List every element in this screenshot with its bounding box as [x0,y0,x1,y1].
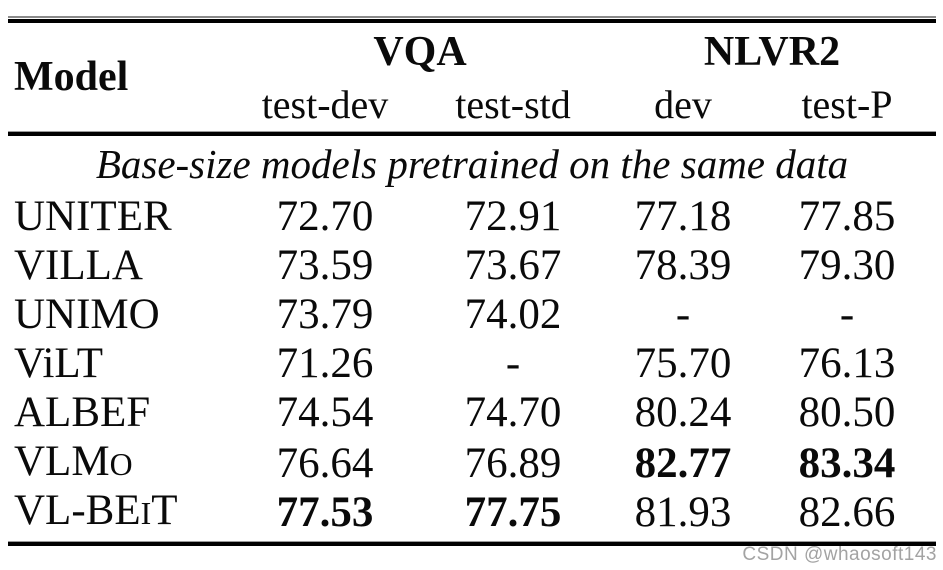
metric-value: 77.85 [798,193,896,240]
metric-value: 81.93 [634,488,732,536]
table-section-title: Base-size models pretrained on the same … [95,141,849,187]
metric-value: 80.50 [798,389,896,436]
metric-value: 75.70 [634,340,732,387]
metric-value: 79.30 [798,242,896,289]
model-name-smallcap-segment: I [140,496,152,531]
metric-value: 82.66 [798,488,896,536]
metric-value: - [505,340,521,387]
column-group-nlvr2: NLVR2 [703,29,841,75]
metric-value: 72.70 [276,193,374,240]
model-name: VILLA [8,241,232,290]
table-top-rule [8,16,936,23]
metric-value: 73.59 [276,242,374,289]
table-row: UNIMO 73.79 74.02 - - [8,290,936,339]
model-name-segment: UNIMO [14,291,160,338]
metric-value: 77.18 [634,193,732,240]
model-name: UNITER [8,192,232,241]
csdn-watermark: CSDN @whaosoft143 [742,544,937,565]
column-group-vqa: VQA [373,29,467,75]
metric-value: 83.34 [798,439,896,487]
column-header-vqa-test-std: test-std [455,82,571,127]
column-header-nlvr2-dev: dev [654,82,712,127]
metric-value: - [675,291,691,338]
model-name-smallcap-segment: O [109,447,133,482]
table-mid-rule [8,131,936,136]
model-name: ALBEF [8,388,232,437]
metric-value: 76.64 [276,439,374,487]
model-name: UNIMO [8,290,232,339]
table-body: UNITER 72.70 72.91 77.18 77.85 VILLA 73.59 73.6… [8,192,936,538]
model-name-segment: ALBEF [14,389,151,436]
column-header-vqa-test-dev: test-dev [261,82,389,127]
table-row: VILLA 73.59 73.67 78.39 79.30 [8,241,936,290]
metric-value: 78.39 [634,242,732,289]
model-name-segment: UNITER [14,193,172,240]
model-name-segment: VLM [14,438,110,485]
metric-value: 77.53 [276,488,374,536]
metric-value: 71.26 [276,340,374,387]
metric-value: 74.70 [464,389,562,436]
benchmark-results-table: Model VQA NLVR2 test-dev test-std dev te… [8,16,936,546]
table-bottom-rule [8,541,936,546]
model-name: ViLT [8,339,232,388]
metric-value: - [839,291,855,338]
column-header-nlvr2-test-p: test-P [801,82,893,127]
metric-value: 74.54 [276,389,374,436]
model-name-segment: VL-BE [14,487,141,534]
model-name: VLMO [8,437,232,489]
metric-value: 76.13 [798,340,896,387]
metric-value: 77.75 [464,488,562,536]
metric-value: 73.67 [464,242,562,289]
table-header: Model VQA NLVR2 test-dev test-std dev te… [8,23,936,131]
model-name-segment: VILLA [14,242,143,289]
metric-value: 80.24 [634,389,732,436]
metric-value: 82.77 [634,439,732,487]
table-row: ALBEF 74.54 74.70 80.24 80.50 [8,388,936,437]
metric-value: 74.02 [464,291,562,338]
table-row: VLMO 76.64 76.89 82.77 83.34 [8,437,936,489]
model-name: VL-BEIT [8,486,232,538]
metric-value: 72.91 [464,193,562,240]
model-name-segment: ViLT [14,340,104,387]
table-row: VL-BEIT 77.53 77.75 81.93 82.66 [8,486,936,538]
metric-value: 76.89 [464,439,562,487]
table-row: UNITER 72.70 72.91 77.18 77.85 [8,192,936,241]
column-header-model: Model [14,54,129,100]
model-name-segment: T [151,487,178,534]
table-row: ViLT 71.26 - 75.70 76.13 [8,339,936,388]
metric-value: 73.79 [276,291,374,338]
